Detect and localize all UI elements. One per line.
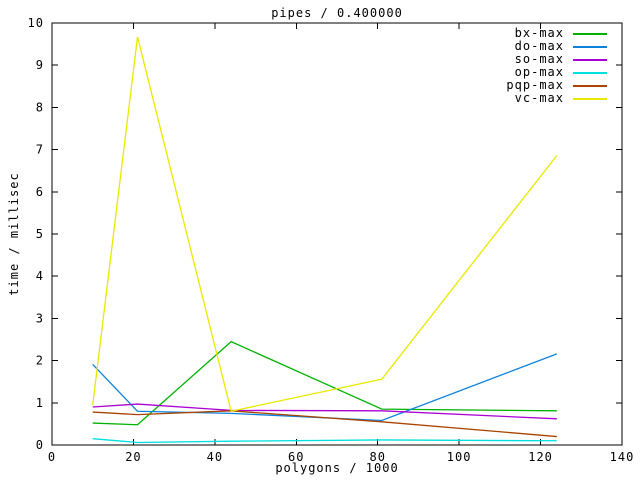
legend-swatch <box>573 45 607 48</box>
y-tick-label: 1 <box>36 396 44 410</box>
x-tick-label: 40 <box>207 450 223 464</box>
series-line-vc-max <box>92 36 558 413</box>
x-tick-label: 100 <box>447 450 472 464</box>
y-tick-label: 8 <box>36 100 44 114</box>
y-tick-label: 10 <box>28 16 44 30</box>
series-line-pqp-max <box>92 410 557 438</box>
y-tick-label: 3 <box>36 311 44 325</box>
legend-item: bx-max <box>506 27 607 40</box>
legend-swatch <box>573 32 607 35</box>
legend-swatch <box>573 71 607 74</box>
x-tick-label: 120 <box>528 450 553 464</box>
legend-swatch <box>573 84 607 87</box>
y-tick-label: 6 <box>36 185 44 199</box>
legend-item: pqp-max <box>506 79 607 92</box>
legend-item: vc-max <box>506 92 607 105</box>
y-tick-label: 7 <box>36 143 44 157</box>
legend-label: do-max <box>514 39 564 53</box>
chart-title: pipes / 0.400000 <box>271 6 403 20</box>
series-line-do-max <box>92 353 558 422</box>
y-tick-label: 9 <box>36 58 44 72</box>
legend: bx-max do-max so-max op-max pqp-max vc-m… <box>506 27 607 105</box>
legend-label: vc-max <box>514 91 564 105</box>
x-tick-label: 80 <box>369 450 385 464</box>
series-line-bx-max <box>92 340 557 426</box>
y-tick-label: 4 <box>36 269 44 283</box>
y-tick-label: 0 <box>36 438 44 452</box>
legend-label: op-max <box>514 65 564 79</box>
legend-item: op-max <box>506 66 607 79</box>
x-tick-label: 0 <box>48 450 56 464</box>
x-tick-label: 60 <box>288 450 304 464</box>
x-tick-label: 20 <box>125 450 141 464</box>
y-tick-label: 2 <box>36 354 44 368</box>
legend-label: bx-max <box>514 26 564 40</box>
legend-item: so-max <box>506 53 607 66</box>
x-tick-label: 140 <box>610 450 635 464</box>
legend-label: pqp-max <box>506 78 564 92</box>
y-tick-label: 5 <box>36 227 44 241</box>
x-axis-label: polygons / 1000 <box>275 461 399 475</box>
legend-label: so-max <box>514 52 564 66</box>
legend-swatch <box>573 58 607 61</box>
series-line-op-max <box>92 438 557 444</box>
legend-item: do-max <box>506 40 607 53</box>
legend-swatch <box>573 97 607 100</box>
